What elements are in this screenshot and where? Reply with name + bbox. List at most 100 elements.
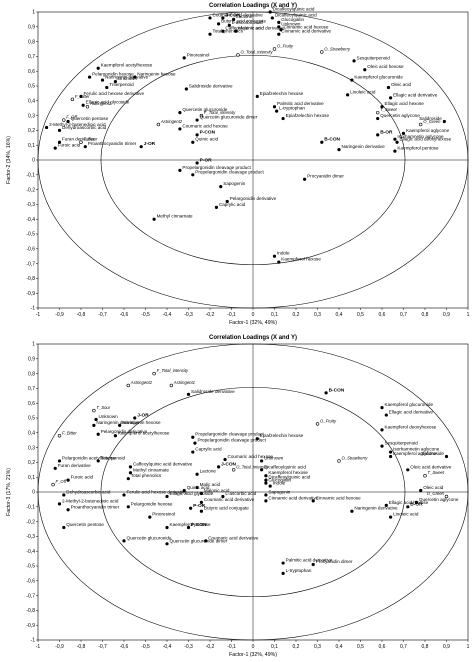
compound-point-furan-derivative [57, 140, 62, 144]
compound-point-naringenin-derivative [337, 148, 341, 152]
compound-point-naringenin-hexose [133, 75, 137, 79]
x-tick-label: -1 [36, 644, 41, 650]
compound-point-pinoresinol [182, 56, 186, 60]
point-label: Kaempferol hexose [281, 257, 321, 262]
point-label: Caprylic acid [195, 447, 222, 452]
point-label: Quercetin glucuronide dimer [170, 538, 228, 543]
x-tick-label: -0,9 [55, 312, 64, 318]
compound-point-kaempferol-pentose [165, 525, 169, 530]
compound-point-linoleic-acid [389, 515, 393, 519]
y-axis-label: Factor-2 (34%, 16%) [6, 136, 12, 184]
x-tick-label: 0,7 [400, 644, 407, 650]
compound-point-naringenin-hexose [118, 423, 122, 427]
compound-point-pelargonidin-hexose [88, 75, 92, 79]
point-label: Astringent1 [173, 380, 195, 385]
compound-point-ellagic-acid-hexose [384, 503, 388, 507]
chart-panel-factor1-factor3: Correlation Loadings (X and Y) -1 -0,9 -0,8… [0, 332, 474, 662]
compound-point-salidroside [442, 119, 446, 124]
y-tick-label: -0,6 [26, 247, 35, 253]
point-label: Cinnamic acid derivative [268, 495, 318, 500]
sensory-point-o-strawberry [337, 459, 341, 463]
compound-point-proanthocyanidin-trimer [83, 145, 87, 149]
scatter-chart-factor1-factor3: Correlation Loadings (X and Y) -1 -0,9 -0,8… [6, 335, 470, 658]
compound-point-pelargonidin-derivative [96, 432, 100, 436]
point-label: Lactone [200, 469, 217, 474]
point-label: Proanthocyanidin trimer [71, 504, 120, 509]
point-label: Unknown [99, 414, 119, 419]
point-label: Pelargonidin hexose [131, 501, 173, 506]
y-tick-label: -0,6 [26, 579, 35, 585]
compound-point-procyanidin-dimer [303, 177, 307, 181]
point-label: Salidroside [421, 451, 444, 456]
point-label: Astringent2 [160, 119, 183, 124]
compound-point-kaempferol-hexose [264, 474, 268, 478]
x-tick-label: -1 [36, 312, 41, 318]
x-tick-label: -0,8 [77, 644, 86, 650]
point-label: Kaempferol pentose [397, 146, 439, 151]
sensory-point-astringent1 [85, 105, 90, 109]
point-label: Procyanidin dimer [307, 174, 344, 179]
compound-point-sapogenin [219, 185, 223, 189]
point-label: Coumaric acid hexose [182, 123, 228, 128]
compound-point-l-tryptophan [281, 571, 285, 575]
y-tick-label: 0,3 [28, 113, 35, 119]
sensory-point-f-off [62, 118, 66, 122]
point-label: Quinic acid [187, 485, 210, 490]
point-label: P-CON [191, 522, 207, 528]
x-tick-label: 0,1 [271, 644, 278, 650]
point-label: Indole [277, 251, 290, 256]
point-label: L-ascorbic acid [225, 491, 256, 496]
compound-point-total-phenolics [208, 32, 212, 36]
compound-point-kaempferol-deoxyhexose [380, 428, 384, 432]
x-tick-label: 0,9 [443, 644, 450, 650]
point-label: Salidroside derivative [189, 83, 233, 88]
compound-point-pinoresinol [148, 515, 152, 519]
point-label: Quercetin pentose [71, 116, 109, 121]
compound-point-2-methyl-2-butenedioic-acid [45, 125, 49, 130]
point-label: Pelargonidin derivative [101, 429, 148, 434]
point-label: Dicaffeoylquinic acid [273, 7, 315, 12]
compound-point-unknown [113, 79, 117, 84]
y-tick-label: 0,8 [28, 39, 35, 45]
compound-point-quercetin-pentose [66, 119, 70, 124]
point-label: Quercetin glucuronide [182, 107, 227, 112]
compound-point-glucogallin [264, 481, 268, 485]
y-tick-label: -0,3 [26, 202, 35, 208]
point-label: Coumaric acid derivative [204, 497, 255, 502]
sensory-point-o-fruity [272, 47, 277, 51]
compound-point-quinic-acid [182, 488, 186, 493]
compound-point-propelargonidin-cleavage-product [191, 173, 195, 177]
compound-point-cinnamic-acid-derivative [277, 32, 281, 36]
point-label: Procyanidin dimer [316, 559, 353, 564]
point-label: Palmitic acid derivative [277, 101, 324, 106]
x-tick-label: 0,4 [336, 644, 343, 650]
x-tick-label: -0,8 [77, 312, 86, 318]
compound-point-triterpenoid [96, 459, 100, 463]
y-tick-label: -0,2 [26, 187, 35, 193]
y-tick-label: -0,4 [26, 217, 35, 223]
point-label: B-OR [410, 501, 423, 507]
compound-point-coumaric-acid-derivative [199, 500, 203, 504]
point-label: Pelargonidin hexose [92, 72, 134, 77]
compound-point-caprylic-acid [191, 450, 195, 454]
point-label: Lactone [236, 14, 253, 19]
sensory-point-o-fruity [315, 422, 320, 426]
y-tick-label: -1 [31, 306, 36, 312]
compound-point-ferulic-acid-hexose-derivative [79, 94, 83, 98]
y-tick-label: -0,1 [26, 173, 35, 179]
y-tick-label: 0,1 [28, 475, 35, 481]
compound-point-unknown [260, 459, 264, 463]
compound-point-caprylic-acid [214, 205, 219, 209]
y-tick-label: 0,5 [28, 84, 35, 90]
compound-point-coumaric-acid-hexose [178, 127, 182, 131]
y-tick-label: 0,5 [28, 416, 35, 422]
point-label: Epiafzelechin hexose [260, 91, 304, 96]
compound-point-quercetin-glucuronide [122, 539, 126, 543]
y-tick-label: 0,4 [28, 431, 35, 437]
compound-point-quercetin-glucuronide-dimer [195, 118, 199, 122]
x-tick-label: 1 [467, 644, 470, 650]
point-label: Cinnamic acid hexose [316, 495, 361, 500]
compound-point-quercetin-pentose [62, 525, 66, 530]
sensory-point-f-total-intensity [152, 371, 156, 376]
point-label: Dicaffeoylquinic acid [275, 12, 317, 17]
